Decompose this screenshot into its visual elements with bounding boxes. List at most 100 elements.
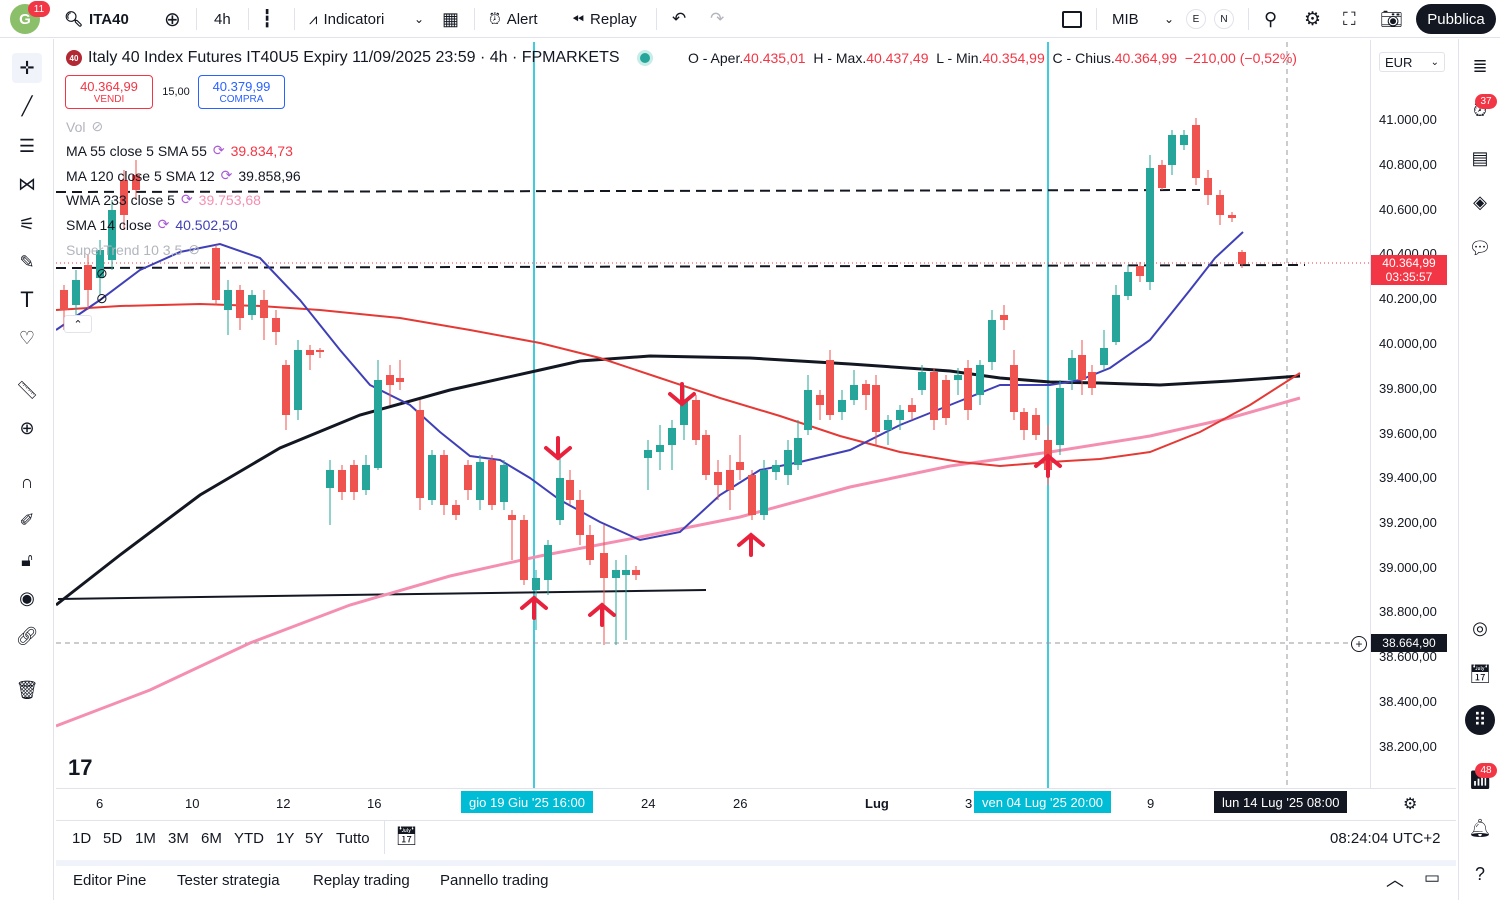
- chevron-down-icon[interactable]: ⌄: [1164, 12, 1175, 26]
- time-label: 12: [276, 796, 291, 811]
- range-5y[interactable]: 5Y: [305, 830, 324, 847]
- tab-strategy-tester[interactable]: Tester strategia: [177, 872, 280, 889]
- range-all[interactable]: Tutto: [336, 830, 370, 847]
- range-3m[interactable]: 3M: [168, 830, 189, 847]
- interval-button[interactable]: 4h: [214, 10, 231, 28]
- go-to-date-icon[interactable]: 📅︎: [395, 826, 418, 846]
- bottom-panel-tabs: [56, 860, 1456, 900]
- indicator-wma233[interactable]: WMA 233 close 5 ⟳ 39.753,68: [66, 191, 261, 208]
- replay-button[interactable]: ⏪︎ Replay: [572, 10, 637, 28]
- indicators-button[interactable]: ⩘ Indicatori: [309, 10, 385, 28]
- calendar-icon[interactable]: 📅︎: [1468, 663, 1492, 684]
- layout-name[interactable]: MIB: [1112, 10, 1139, 28]
- pattern-icon[interactable]: ⋈: [18, 173, 36, 194]
- eye-off-icon[interactable]: ⊘: [188, 241, 200, 257]
- publish-button[interactable]: Pubblica: [1416, 4, 1496, 34]
- templates-icon[interactable]: ▦: [442, 8, 460, 29]
- heart-icon[interactable]: ♡: [18, 327, 36, 348]
- pencil-lock-icon[interactable]: ✐: [19, 509, 35, 530]
- collapse-legend-button[interactable]: ⌃: [64, 315, 92, 333]
- link-icon[interactable]: 🔗︎: [15, 625, 39, 646]
- chart-legend-title[interactable]: 40 Italy 40 Index Futures IT40U5 Expiry …: [66, 48, 650, 68]
- trend-line-icon[interactable]: ╱: [21, 95, 33, 116]
- bell-icon[interactable]: 🔔︎: [1468, 817, 1492, 838]
- crosshair-icon[interactable]: ✛: [12, 53, 42, 83]
- price-chart[interactable]: 17: [56, 40, 1370, 788]
- badge-e[interactable]: E: [1186, 0, 1206, 38]
- buy-button[interactable]: 40.379,99 COMPRA: [198, 75, 285, 109]
- eye-off-icon[interactable]: ⊘: [96, 265, 108, 281]
- price-tick-label: 38.800,00: [1379, 604, 1437, 619]
- add-symbol-icon[interactable]: ⊕: [164, 8, 181, 31]
- symbol-search[interactable]: 🔍︎ ITA40: [64, 0, 129, 38]
- chevron-up-icon[interactable]: ︿: [1386, 870, 1404, 890]
- price-tick-label: 38.400,00: [1379, 694, 1437, 709]
- refresh-icon: ⟳: [180, 191, 193, 207]
- tab-pine-editor[interactable]: Editor Pine: [73, 872, 147, 889]
- add-alert-icon[interactable]: +: [1351, 636, 1367, 652]
- alert-button[interactable]: ⏰︎ Alert: [489, 10, 538, 28]
- lock-icon[interactable]: 🔓︎: [21, 549, 33, 570]
- candle-body: [586, 535, 594, 560]
- badge-n[interactable]: N: [1214, 0, 1234, 38]
- candle-body: [306, 350, 314, 355]
- eye-off-icon[interactable]: ⊘: [96, 290, 108, 306]
- up-arrow-marker: [588, 602, 616, 627]
- quick-search-icon[interactable]: ⚲: [1264, 8, 1278, 29]
- candle-body: [1088, 372, 1096, 388]
- target-icon[interactable]: ◎: [1472, 617, 1488, 638]
- redo-icon[interactable]: ↷: [710, 9, 725, 28]
- candle-body: [896, 410, 904, 420]
- chevron-down-icon[interactable]: ⌄: [414, 12, 425, 26]
- indicator-vol[interactable]: Vol ⊘: [66, 118, 104, 135]
- chat-icon[interactable]: 💬︎: [1468, 237, 1492, 258]
- indicator-ma55[interactable]: MA 55 close 5 SMA 55 ⟳ 39.834,73: [66, 142, 293, 159]
- magnet-icon[interactable]: ∩: [20, 471, 34, 492]
- brush-icon[interactable]: ✎: [19, 251, 35, 272]
- eye-off-icon[interactable]: ⊘: [91, 118, 104, 134]
- price-axis[interactable]: [1370, 40, 1456, 788]
- range-1m[interactable]: 1M: [135, 830, 156, 847]
- range-1d[interactable]: 1D: [72, 830, 92, 847]
- apps-icon[interactable]: ⠿: [1465, 705, 1495, 735]
- right-sidebar: ≣ ⏰︎ 37 ▤ ◈ 💬︎ ◎ 📅︎ ⠿ 📶︎ 48 🔔︎ ?: [1458, 39, 1500, 900]
- ruler-icon[interactable]: 📏︎: [15, 379, 39, 400]
- camera-icon[interactable]: 📷︎: [1380, 8, 1403, 29]
- sell-button[interactable]: 40.364,99 VENDI: [65, 75, 153, 109]
- fib-icon[interactable]: ⚟: [18, 213, 36, 234]
- candles-icon[interactable]: ┇: [262, 9, 273, 28]
- current-price-label: 40.364,99 03:35:57: [1371, 255, 1447, 285]
- range-1y[interactable]: 1Y: [276, 830, 295, 847]
- data-window-icon[interactable]: ▤: [1471, 147, 1489, 168]
- candle-body: [760, 470, 768, 515]
- axis-settings-icon[interactable]: ⚙: [1403, 796, 1418, 813]
- indicator-supertrend[interactable]: SuperTrend 10 3,5 ⊘: [66, 241, 200, 258]
- currency-selector[interactable]: EUR ⌄: [1379, 52, 1445, 72]
- undo-icon[interactable]: ↶: [672, 9, 687, 28]
- trash-icon[interactable]: 🗑︎: [15, 679, 39, 700]
- text-icon[interactable]: T: [20, 287, 34, 312]
- candle-body: [566, 480, 574, 500]
- layout-square-icon[interactable]: [1062, 0, 1082, 38]
- horizontal-lines-icon[interactable]: ☰: [18, 135, 36, 156]
- clock-timezone[interactable]: 08:24:04 UTC+2: [1330, 830, 1441, 847]
- indicator-sma14[interactable]: SMA 14 close ⟳ 40.502,50: [66, 216, 238, 233]
- fullscreen-icon[interactable]: ⛶: [1343, 8, 1356, 29]
- settings-icon[interactable]: ⚙: [1304, 8, 1322, 30]
- zoom-icon[interactable]: ⊕: [19, 417, 35, 438]
- help-icon[interactable]: ?: [1474, 863, 1485, 884]
- eye-icon[interactable]: ◉: [19, 587, 35, 608]
- notification-badge: 11: [28, 1, 50, 17]
- range-6m[interactable]: 6M: [201, 830, 222, 847]
- tab-trading-panel[interactable]: Pannello trading: [440, 872, 549, 889]
- indicator-ma120[interactable]: MA 120 close 5 SMA 12 ⟳ 39.858,96: [66, 167, 301, 184]
- maximize-panel-icon[interactable]: ▭: [1424, 868, 1441, 887]
- layers-icon[interactable]: ◈: [1473, 191, 1487, 212]
- candle-body: [488, 460, 496, 505]
- candle-body: [96, 250, 104, 278]
- watchlist-icon[interactable]: ≣: [1472, 55, 1488, 76]
- range-5d[interactable]: 5D: [103, 830, 123, 847]
- range-ytd[interactable]: YTD: [234, 830, 264, 847]
- candle-body: [1204, 178, 1212, 195]
- tab-replay-trading[interactable]: Replay trading: [313, 872, 410, 889]
